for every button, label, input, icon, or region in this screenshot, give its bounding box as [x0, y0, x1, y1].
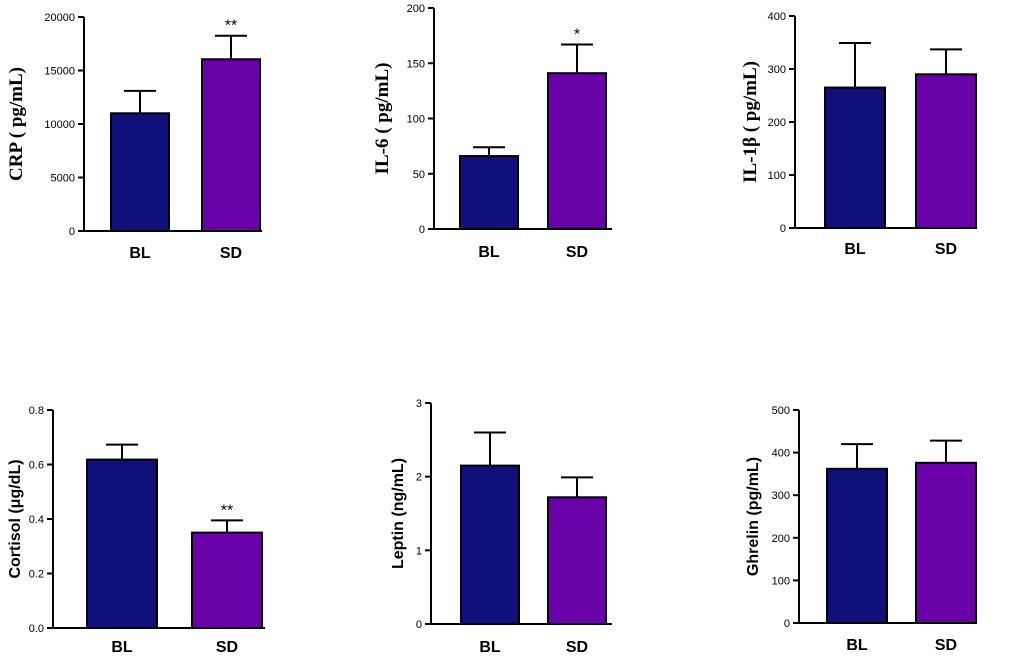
y-tick-label: 400 [772, 448, 790, 460]
bar-bl [460, 464, 520, 625]
category-label-sd: SD [566, 639, 588, 656]
y-tick-label: 100 [407, 114, 425, 126]
y-tick-label: 20000 [44, 12, 75, 24]
y-tick-label: 50 [413, 169, 425, 181]
significance-marker: ** [221, 502, 233, 519]
bar-sd [191, 531, 263, 629]
y-tick-label: 0 [780, 223, 786, 235]
y-axis-title: CRP ( pg/mL) [6, 67, 27, 181]
significance-marker: * [574, 26, 580, 43]
panel-il6: 0 50 100 150 200 BL * SD IL-6 ( pg/mL) [372, 3, 612, 261]
y-tick-label: 0 [416, 619, 422, 631]
y-tick-label: 2 [416, 472, 422, 484]
bar-bl [459, 155, 519, 231]
y-tick-label: 0 [419, 224, 425, 236]
bar-bl [110, 112, 170, 232]
y-tick-label: 0.8 [29, 405, 44, 417]
category-label-bl: BL [111, 639, 133, 656]
panel-leptin: 0 1 2 3 BL SD Leptin (ng/mL) [390, 398, 612, 656]
category-label-sd: SD [935, 241, 957, 258]
bar-sd [547, 496, 607, 625]
panel-cortisol: 0.0 0.2 0.4 0.6 0.8 BL ** SD Cortisol (μg/dL) [7, 405, 265, 656]
category-label-sd: SD [566, 244, 588, 261]
category-label-bl: BL [479, 639, 501, 656]
panel-ghrelin: 0 100 200 300 400 500 BL SD Ghrelin (pg/mL) [745, 405, 977, 654]
y-tick-label: 3 [416, 398, 422, 410]
bar-sd [201, 58, 261, 232]
y-tick-label: 0.0 [29, 623, 44, 635]
y-tick-label: 200 [772, 533, 790, 545]
category-label-sd: SD [220, 245, 242, 262]
category-label-bl: BL [844, 241, 866, 258]
y-tick-label: 150 [407, 58, 425, 70]
y-axis-title: Leptin (ng/mL) [390, 458, 407, 569]
y-tick-label: 0.2 [29, 569, 44, 581]
y-tick-label: 100 [772, 575, 790, 587]
bar-bl [86, 458, 158, 629]
bar-bl [824, 86, 886, 229]
category-label-bl: BL [129, 245, 151, 262]
y-tick-label: 5000 [51, 173, 75, 185]
y-tick-label: 1 [416, 545, 422, 557]
category-label-sd: SD [935, 637, 957, 654]
bar-sd [915, 461, 977, 624]
y-tick-label: 200 [768, 117, 786, 129]
y-tick-label: 300 [768, 64, 786, 76]
y-tick-label: 100 [768, 170, 786, 182]
bar-bl [826, 467, 888, 624]
y-axis-title: Ghrelin (pg/mL) [745, 457, 762, 576]
y-tick-label: 0.6 [29, 460, 44, 472]
y-tick-label: 200 [407, 3, 425, 15]
bar-sd [915, 73, 977, 229]
category-label-bl: BL [478, 244, 500, 261]
y-axis-title: IL-6 ( pg/mL) [372, 63, 393, 175]
bar-sd [547, 72, 607, 230]
y-tick-label: 0 [784, 618, 790, 630]
y-tick-label: 0 [69, 226, 75, 238]
y-tick-label: 10000 [44, 119, 75, 131]
significance-marker: ** [225, 18, 237, 35]
y-tick-label: 500 [772, 405, 790, 417]
y-axis-title: Cortisol (μg/dL) [7, 459, 24, 578]
y-tick-label: 400 [768, 11, 786, 23]
category-label-sd: SD [216, 639, 238, 656]
panel-il1b: 0 100 200 300 400 BL SD IL-1β ( pg/mL) [740, 11, 977, 258]
panel-crp: 0 5000 10000 15000 20000 BL ** SD CRP ( pg/mL) [6, 12, 262, 262]
y-axis-title: IL-1β ( pg/mL) [740, 61, 761, 183]
y-tick-label: 0.4 [29, 514, 44, 526]
y-tick-label: 300 [772, 490, 790, 502]
y-tick-label: 15000 [44, 66, 75, 78]
category-label-bl: BL [846, 637, 868, 654]
